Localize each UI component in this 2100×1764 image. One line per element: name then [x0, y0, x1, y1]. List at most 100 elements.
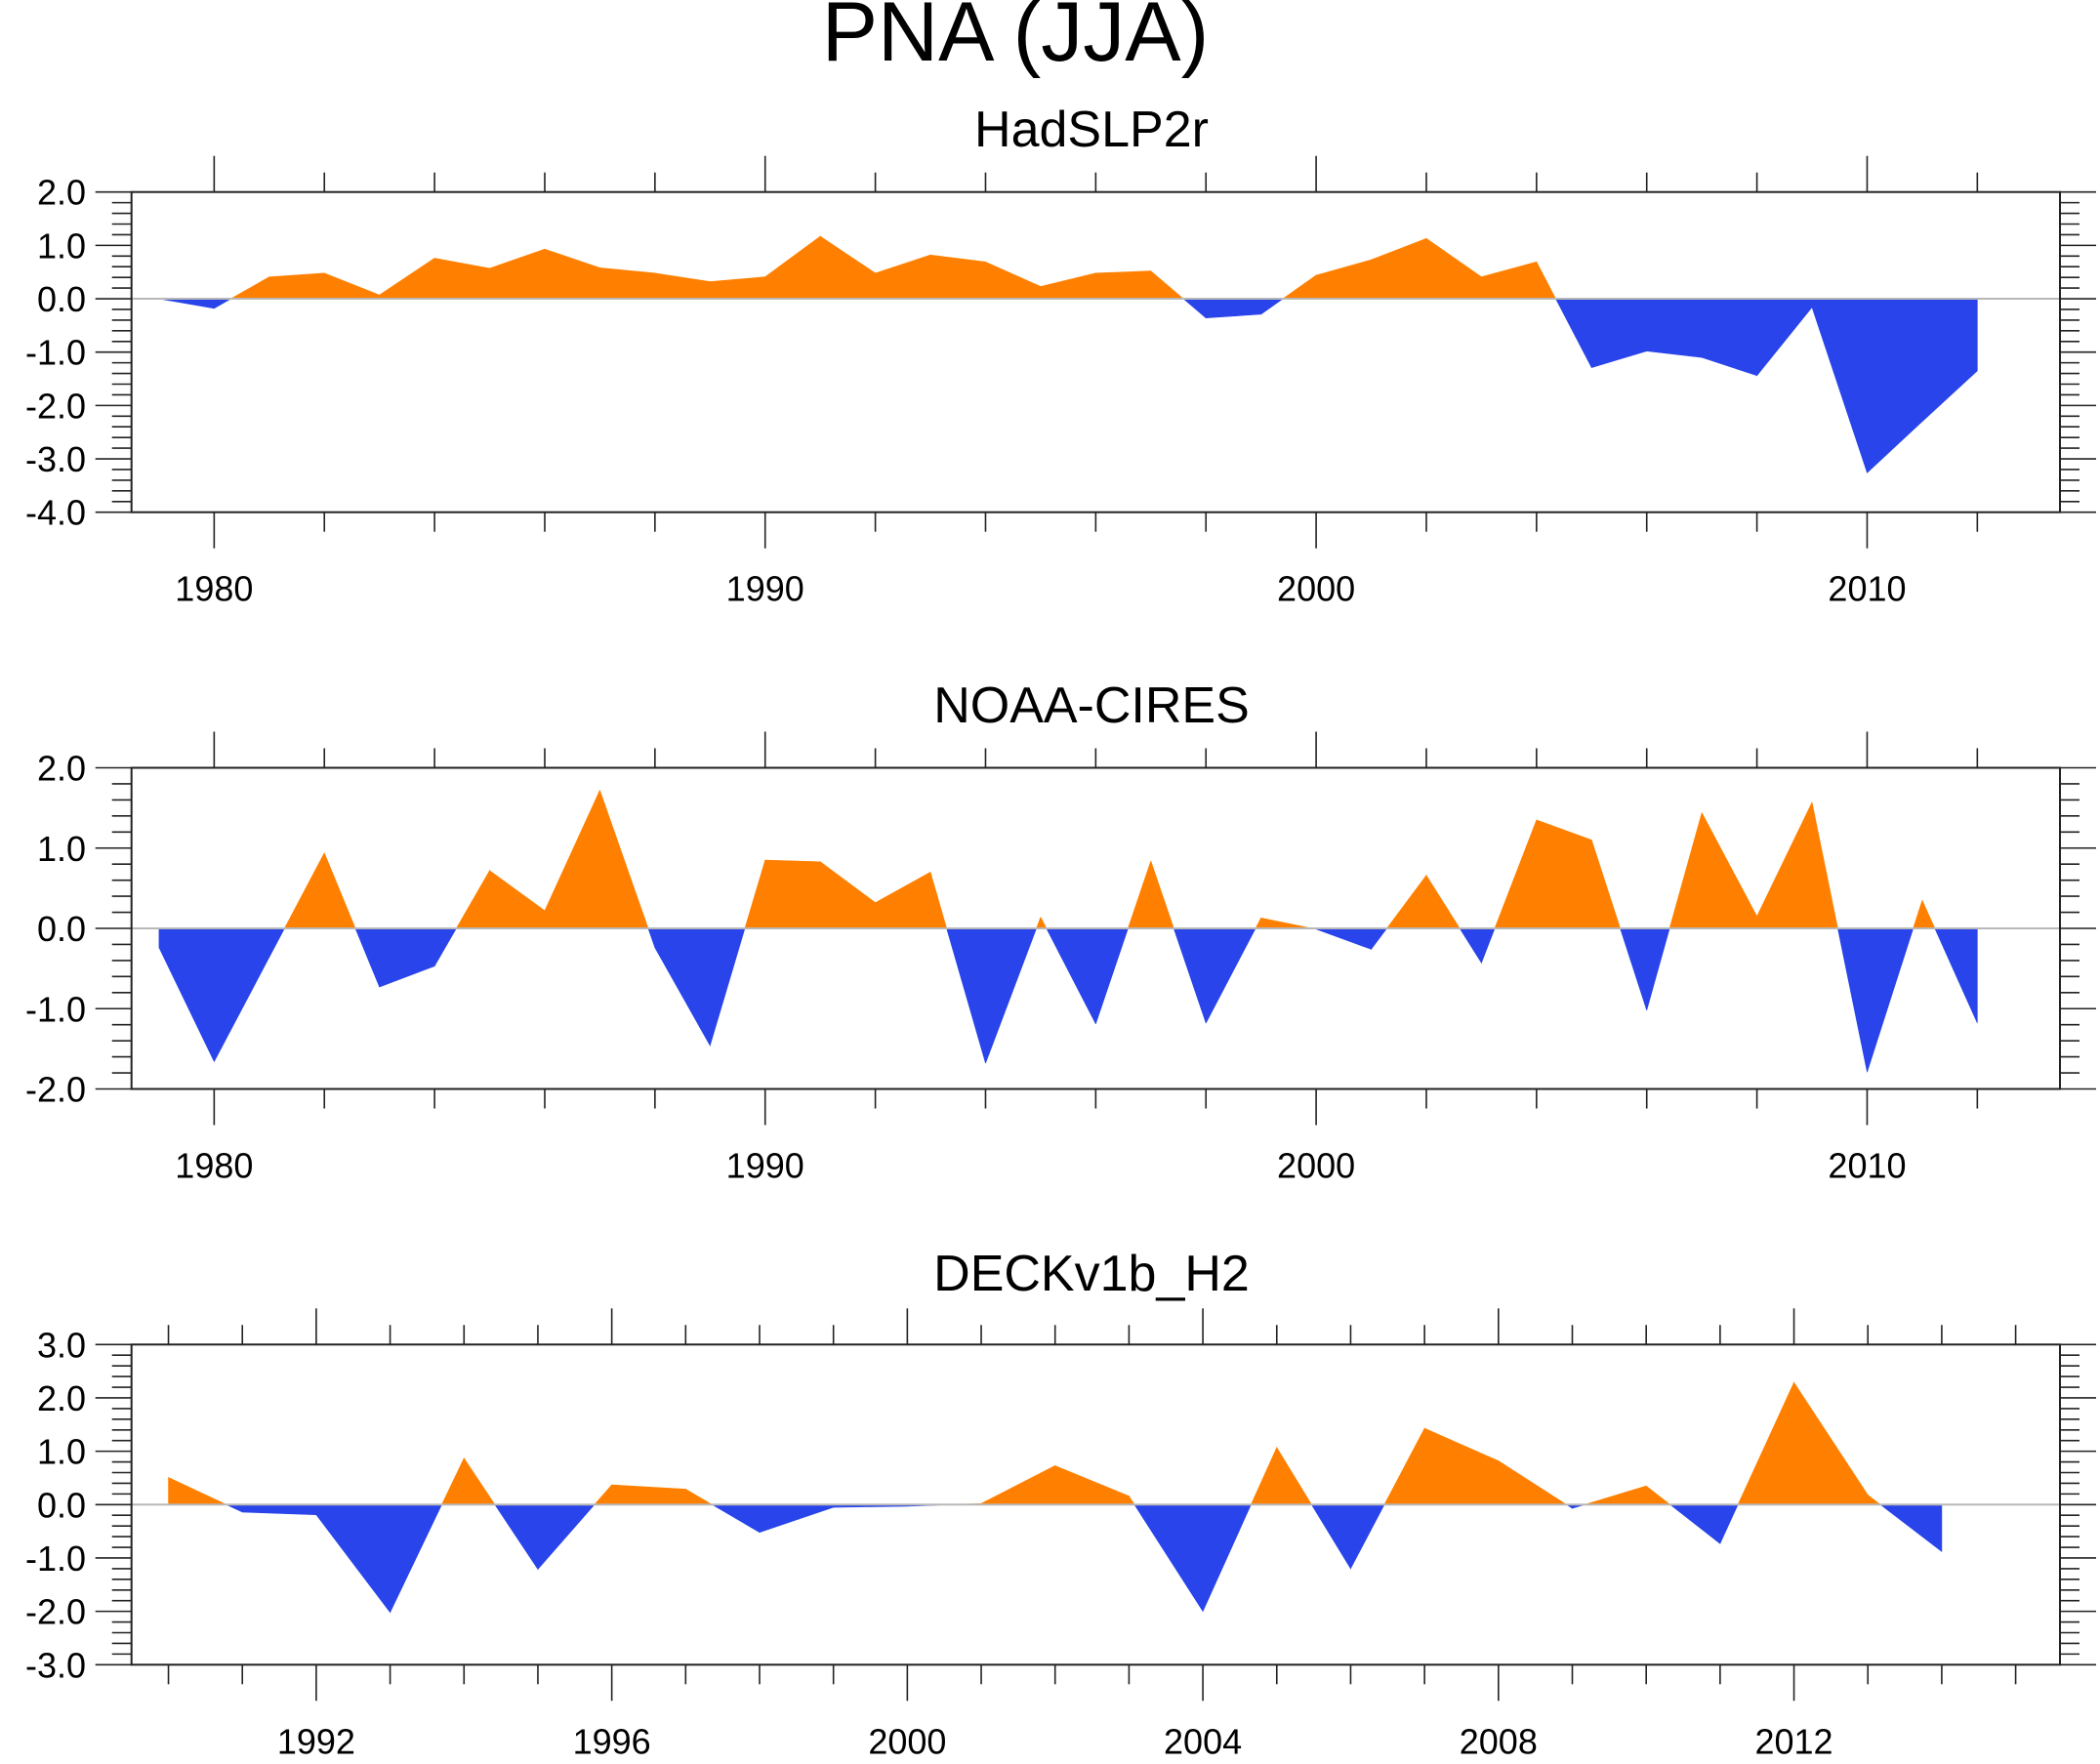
negative-area [1921, 298, 1978, 423]
negative-area [241, 1504, 317, 1516]
positive-area [819, 235, 876, 300]
negative-area [711, 1504, 761, 1534]
negative-area [1701, 298, 1757, 377]
y-tick-label: -2.0 [25, 386, 86, 426]
negative-area [946, 927, 986, 1064]
negative-area [1646, 927, 1670, 1010]
y-tick-label: -2.0 [25, 1070, 86, 1110]
negative-area [390, 1504, 442, 1613]
negative-area [214, 298, 232, 309]
positive-area [1585, 1485, 1647, 1505]
positive-area [1128, 860, 1152, 929]
positive-area [654, 272, 711, 300]
negative-area [1205, 927, 1256, 1024]
positive-area [764, 235, 821, 300]
negative-area [1646, 298, 1703, 358]
negative-area [1205, 298, 1261, 319]
x-tick-label: 1980 [175, 569, 253, 609]
positive-area [1756, 801, 1813, 929]
positive-area [594, 1484, 612, 1505]
negative-area [709, 927, 746, 1046]
positive-area [744, 860, 766, 929]
y-tick-label: 2.0 [37, 173, 86, 213]
negative-area [1668, 1504, 1721, 1544]
positive-area [1371, 237, 1427, 300]
x-tick-label: 2010 [1828, 569, 1906, 609]
negative-area [1459, 927, 1482, 964]
panel-noaa-cires: NOAA-CIRES 2.0 1.0 0.0 -1.0 -2.0 1980 1990 2000… [25, 677, 2096, 1186]
y-tick-label: 2.0 [37, 749, 86, 789]
positive-area [323, 852, 356, 929]
positive-area [599, 790, 649, 929]
positive-area [489, 248, 546, 300]
positive-area [985, 261, 1042, 300]
positive-area [685, 1488, 714, 1505]
positive-area [268, 272, 325, 300]
negative-area [379, 927, 435, 988]
positive-area [1913, 900, 1923, 929]
negative-area [1481, 927, 1496, 964]
positive-area [1150, 269, 1184, 300]
positive-area [1645, 1485, 1671, 1505]
negative-area [1555, 298, 1592, 368]
x-tick-label: 2000 [868, 1721, 946, 1761]
positive-area [455, 869, 490, 929]
y-tick-label: 0.0 [37, 279, 86, 319]
y-tick-label: -4.0 [25, 493, 86, 533]
positive-area [1498, 1459, 1568, 1505]
y-tick-label: 3.0 [37, 1325, 86, 1365]
y-tick-label: 0.0 [37, 909, 86, 949]
positive-area [1150, 860, 1174, 929]
positive-area [1921, 900, 1936, 929]
positive-area [764, 859, 821, 929]
y-tick-label: -3.0 [25, 1645, 86, 1685]
negative-area [537, 1504, 596, 1571]
y-tick-label: -1.0 [25, 989, 86, 1029]
negative-area [985, 927, 1038, 1064]
positive-area [1536, 819, 1592, 929]
positive-area [379, 257, 435, 300]
positive-area [875, 871, 931, 929]
positive-area [1276, 1446, 1312, 1505]
negative-area [1310, 1504, 1351, 1570]
negative-area [1371, 927, 1388, 951]
positive-area [1701, 812, 1757, 929]
positive-area [1494, 819, 1538, 929]
x-tick-label: 1996 [573, 1721, 651, 1761]
positive-area [1315, 259, 1372, 300]
y-tick-label: 2.0 [37, 1378, 86, 1418]
negative-area [226, 1504, 243, 1513]
positive-area [544, 790, 600, 929]
negative-area [1934, 927, 1978, 1024]
negative-area [1202, 1504, 1252, 1612]
positive-area [875, 254, 931, 300]
y-tick-label: -3.0 [25, 439, 86, 479]
x-tick-label: 2000 [1277, 569, 1355, 609]
panel-title: NOAA-CIRES [933, 677, 1250, 734]
negative-area [354, 927, 380, 988]
negative-area [1756, 298, 1813, 377]
positive-area [229, 276, 270, 300]
positive-area [929, 254, 986, 300]
positive-area [1867, 1494, 1881, 1505]
positive-area [611, 1484, 686, 1505]
negative-area [494, 1504, 539, 1571]
positive-area [1811, 801, 1838, 929]
negative-area [647, 927, 656, 948]
positive-area [1054, 1464, 1130, 1505]
positive-area [489, 870, 546, 929]
positive-area [1260, 917, 1313, 929]
positive-area [1425, 237, 1482, 300]
negative-area [1620, 927, 1648, 1010]
negative-area [1182, 298, 1207, 319]
panel-title: HadSLP2r [974, 102, 1209, 158]
positive-area [1737, 1381, 1794, 1505]
negative-area [1867, 298, 1923, 473]
negative-area [654, 927, 711, 1047]
panel-title: DECKv1b_H2 [933, 1246, 1250, 1302]
negative-area [1173, 927, 1207, 1024]
positive-area [1250, 1447, 1278, 1505]
negative-area [1811, 298, 1868, 473]
negative-area [759, 1504, 834, 1534]
negative-area [1879, 1504, 1943, 1553]
